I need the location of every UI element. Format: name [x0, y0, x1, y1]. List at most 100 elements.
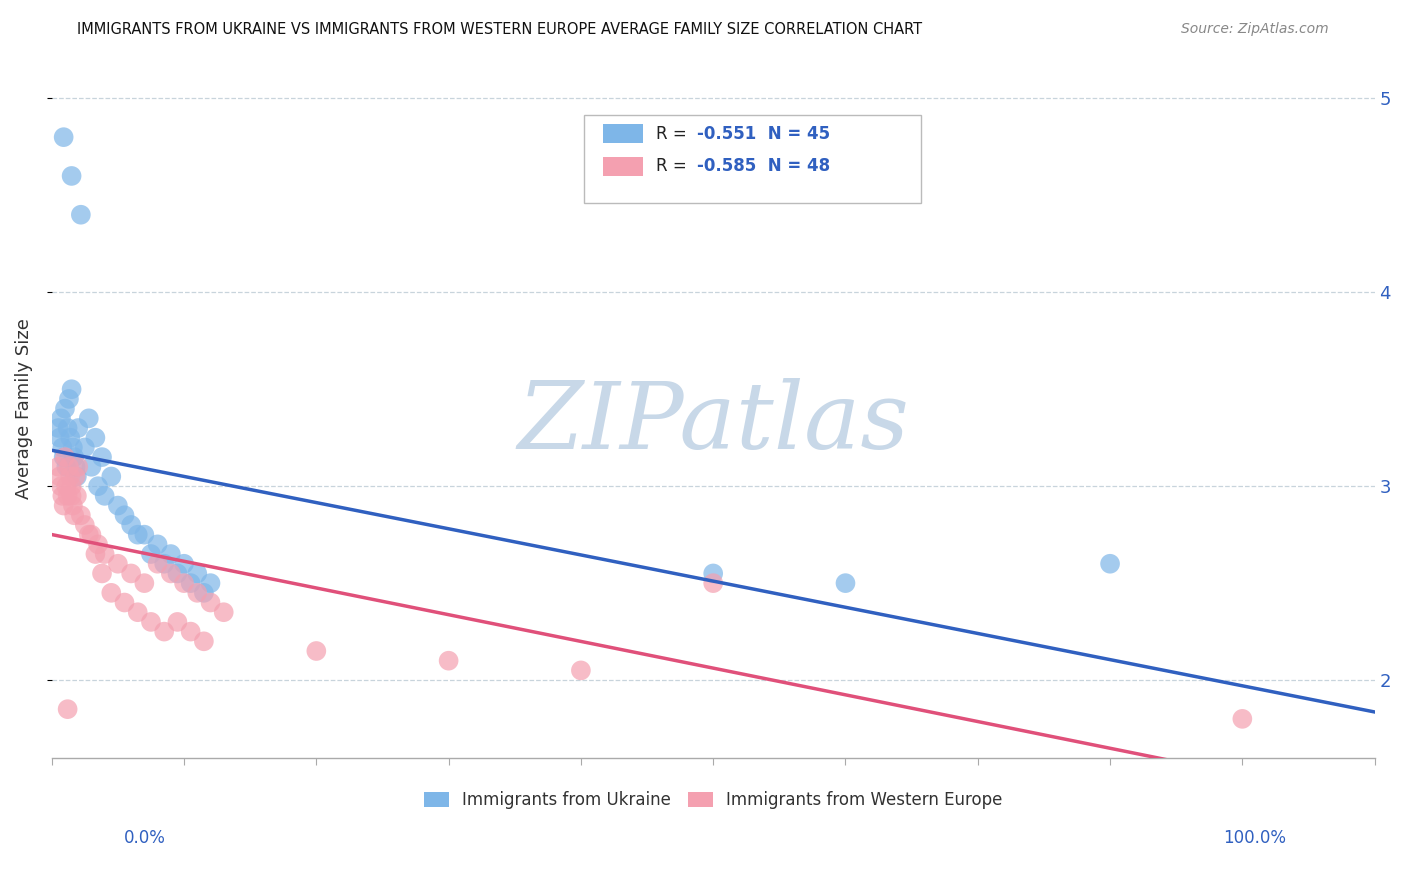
Point: [134, 527, 156, 541]
Point: [91, 450, 114, 464]
Point: [114, 508, 136, 523]
Point: [173, 576, 195, 591]
Point: [153, 624, 176, 639]
Y-axis label: Average Family Size: Average Family Size: [15, 318, 32, 499]
Point: [180, 624, 202, 639]
Point: [437, 654, 460, 668]
Point: [59, 469, 82, 483]
Point: [93, 547, 115, 561]
Point: [60, 479, 83, 493]
Point: [63, 450, 86, 464]
Point: [1099, 557, 1122, 571]
Point: [63, 508, 86, 523]
Point: [180, 576, 202, 591]
Point: [569, 664, 592, 678]
Point: [100, 469, 122, 483]
Point: [55, 459, 77, 474]
Point: [52, 450, 75, 464]
Point: [127, 527, 149, 541]
Point: [77, 527, 100, 541]
Text: Source: ZipAtlas.com: Source: ZipAtlas.com: [1181, 22, 1329, 37]
Point: [56, 421, 79, 435]
Point: [114, 595, 136, 609]
Point: [134, 576, 156, 591]
Point: [153, 557, 176, 571]
FancyBboxPatch shape: [583, 115, 921, 202]
Point: [1232, 712, 1254, 726]
Point: [834, 576, 856, 591]
Point: [67, 459, 90, 474]
Point: [48, 431, 70, 445]
Point: [77, 411, 100, 425]
Text: -0.585  N = 48: -0.585 N = 48: [697, 157, 831, 176]
Point: [166, 615, 188, 629]
Point: [62, 499, 84, 513]
Text: IMMIGRANTS FROM UKRAINE VS IMMIGRANTS FROM WESTERN EUROPE AVERAGE FAMILY SIZE CO: IMMIGRANTS FROM UKRAINE VS IMMIGRANTS FR…: [77, 22, 922, 37]
Point: [186, 566, 208, 581]
Point: [146, 537, 169, 551]
FancyBboxPatch shape: [603, 157, 643, 177]
Point: [73, 518, 96, 533]
Point: [48, 459, 70, 474]
Point: [139, 615, 162, 629]
Point: [107, 499, 129, 513]
Point: [66, 469, 89, 483]
Point: [49, 479, 72, 493]
Point: [52, 499, 75, 513]
Point: [159, 547, 181, 561]
Point: [53, 450, 76, 464]
Text: 100.0%: 100.0%: [1223, 829, 1286, 847]
Point: [702, 576, 724, 591]
Point: [59, 431, 82, 445]
Point: [52, 130, 75, 145]
Text: -0.551  N = 45: -0.551 N = 45: [697, 125, 831, 143]
Point: [100, 586, 122, 600]
Point: [120, 518, 142, 533]
Point: [67, 421, 90, 435]
Point: [56, 489, 79, 503]
Point: [65, 469, 87, 483]
Point: [159, 566, 181, 581]
Point: [66, 489, 89, 503]
Point: [73, 441, 96, 455]
Point: [193, 634, 215, 648]
Point: [87, 537, 110, 551]
Point: [65, 459, 87, 474]
Point: [84, 547, 107, 561]
Point: [55, 479, 77, 493]
Point: [58, 392, 80, 406]
Point: [62, 441, 84, 455]
Point: [60, 489, 83, 503]
Point: [80, 459, 103, 474]
Point: [70, 208, 93, 222]
Point: [49, 411, 72, 425]
Point: [60, 382, 83, 396]
Point: [193, 586, 215, 600]
Point: [146, 557, 169, 571]
Point: [166, 566, 188, 581]
Point: [305, 644, 328, 658]
Point: [51, 441, 73, 455]
Point: [91, 566, 114, 581]
Point: [70, 508, 93, 523]
Point: [200, 595, 222, 609]
Point: [60, 169, 83, 183]
Point: [200, 576, 222, 591]
Text: ZIPatlas: ZIPatlas: [517, 377, 910, 467]
Legend: Immigrants from Ukraine, Immigrants from Western Europe: Immigrants from Ukraine, Immigrants from…: [418, 784, 1010, 815]
Text: 0.0%: 0.0%: [124, 829, 166, 847]
Point: [173, 557, 195, 571]
Point: [48, 421, 70, 435]
Point: [93, 489, 115, 503]
Point: [48, 469, 70, 483]
Point: [84, 431, 107, 445]
Point: [56, 702, 79, 716]
Point: [58, 459, 80, 474]
Point: [212, 605, 235, 619]
Point: [127, 605, 149, 619]
Point: [120, 566, 142, 581]
Point: [80, 527, 103, 541]
Point: [51, 489, 73, 503]
Point: [53, 401, 76, 416]
Point: [186, 586, 208, 600]
